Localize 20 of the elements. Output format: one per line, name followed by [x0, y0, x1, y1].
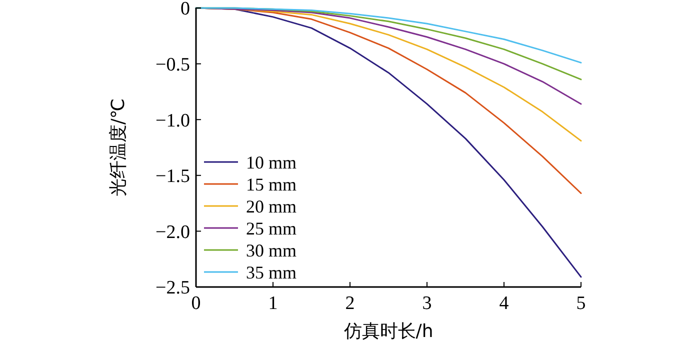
legend-label: 25 mm [246, 218, 297, 238]
y-tick-label: −2.5 [156, 278, 190, 299]
x-tick-label: 2 [345, 293, 355, 314]
legend-label: 10 mm [246, 152, 297, 172]
legend-label: 15 mm [246, 174, 297, 194]
x-tick-label: 1 [268, 293, 278, 314]
y-axis-title: 光纤温度/℃ [108, 98, 129, 197]
legend-label: 20 mm [246, 196, 297, 216]
y-tick-label: −0.5 [156, 54, 190, 76]
legend-label: 35 mm [246, 262, 297, 282]
y-tick-label: −2.0 [156, 222, 190, 243]
x-tick-label: 3 [422, 293, 432, 314]
y-tick-label: −1.0 [156, 110, 190, 132]
y-tick-label: 0 [180, 0, 190, 20]
line-series [195, 7, 582, 64]
legend-label: 30 mm [246, 240, 297, 260]
x-axis-title: 仿真时长/h [342, 321, 434, 342]
y-tick-label: −1.5 [156, 166, 190, 188]
x-tick-label: 5 [576, 293, 586, 314]
x-tick-label: 4 [499, 293, 510, 314]
